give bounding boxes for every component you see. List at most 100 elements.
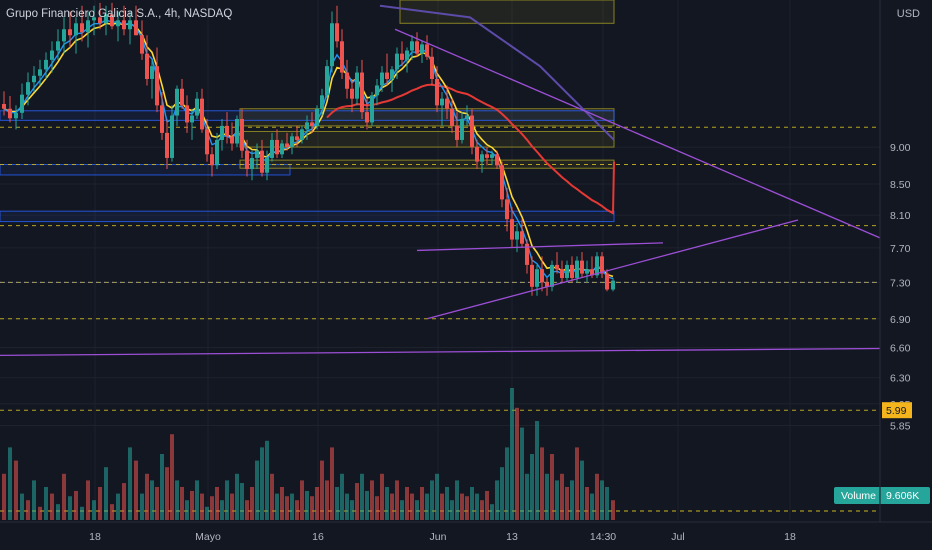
- time-axis[interactable]: 18 Mayo 16 Jun 13 14:30 Jul 18: [0, 521, 932, 550]
- time-tick-label[interactable]: 18: [89, 531, 101, 543]
- volume-bar: [575, 447, 579, 520]
- candle-body: [145, 53, 149, 79]
- volume-tag-name: Volume: [841, 490, 876, 502]
- time-tick-label[interactable]: 13: [506, 531, 518, 543]
- trendline[interactable]: [394, 28, 881, 239]
- volume-bar: [325, 480, 329, 520]
- volume-bar: [285, 496, 289, 520]
- trendlines[interactable]: [0, 28, 881, 357]
- trendline[interactable]: [426, 219, 799, 320]
- candle-body: [74, 23, 78, 36]
- volume-bar: [110, 504, 114, 520]
- volume-bar: [520, 427, 524, 520]
- price-tick-label[interactable]: 6.90: [890, 314, 911, 326]
- candle-body: [265, 157, 269, 173]
- volume-bar: [605, 487, 609, 520]
- volume-bar: [510, 388, 514, 520]
- volume-bar: [300, 480, 304, 520]
- candle-body: [545, 282, 549, 287]
- volume-bar: [380, 473, 384, 520]
- time-tick-label[interactable]: 14:30: [590, 531, 616, 543]
- trendline[interactable]: [0, 347, 881, 357]
- ema-slow-line: [326, 83, 615, 215]
- ema-mid-line: [3, 22, 614, 278]
- time-tick-label[interactable]: Jul: [671, 531, 684, 543]
- volume-bar: [265, 440, 269, 520]
- candle-body: [340, 41, 344, 73]
- candle-body: [425, 44, 429, 57]
- candle-body: [435, 78, 439, 106]
- candle-body: [470, 115, 474, 148]
- volume-bar: [585, 487, 589, 520]
- trendline[interactable]: [416, 242, 664, 252]
- volume-bar: [420, 487, 424, 520]
- candle-body: [605, 273, 609, 290]
- candle-body: [595, 256, 599, 276]
- volume-bar: [590, 493, 594, 520]
- volume-tag-background: [834, 487, 930, 504]
- price-axis[interactable]: 9.008.508.107.707.306.906.606.306.055.85…: [834, 0, 932, 550]
- time-tick-label[interactable]: Jun: [430, 531, 447, 543]
- candle-body: [445, 98, 449, 109]
- candle-body: [26, 82, 30, 95]
- volume-bar: [280, 487, 284, 520]
- volume-bar: [230, 493, 234, 520]
- volume-bar: [270, 473, 274, 520]
- volume-bar: [405, 487, 409, 520]
- volume-bar: [190, 490, 194, 520]
- volume-bar: [150, 480, 154, 520]
- volume-bar: [2, 473, 6, 520]
- candle-body: [600, 256, 604, 274]
- time-tick-label[interactable]: 16: [312, 531, 324, 543]
- volume-bar: [140, 493, 144, 520]
- candle-body: [185, 105, 189, 123]
- candle-body: [104, 14, 108, 24]
- candle-body: [200, 98, 204, 130]
- volume-bar: [540, 447, 544, 520]
- volume-bar: [385, 487, 389, 520]
- price-tick-label[interactable]: 5.85: [890, 420, 911, 432]
- price-tick-label[interactable]: 7.70: [890, 243, 911, 255]
- price-axis-background: [880, 0, 932, 550]
- price-tick-label[interactable]: 6.30: [890, 373, 911, 385]
- price-tick-label[interactable]: 8.50: [890, 179, 911, 191]
- volume-bar: [180, 487, 184, 520]
- volume-bar: [160, 454, 164, 520]
- candle-body: [290, 136, 294, 148]
- candle-body: [410, 41, 414, 51]
- candle-body: [62, 29, 66, 42]
- candle-body: [240, 118, 244, 151]
- volume-bar: [8, 447, 12, 520]
- volume-bar: [365, 490, 369, 520]
- volume-bar: [116, 493, 120, 520]
- candle-body: [515, 231, 519, 240]
- volume-bar: [205, 506, 209, 520]
- candle-body: [365, 112, 369, 123]
- price-tick-label[interactable]: 8.10: [890, 210, 911, 222]
- candle-body: [275, 139, 279, 155]
- price-tag-background: [882, 402, 912, 419]
- candle-body: [68, 29, 72, 36]
- candle-body: [2, 104, 6, 109]
- candle-body: [210, 154, 214, 166]
- candle-body: [128, 20, 132, 30]
- volume-bar: [400, 500, 404, 520]
- candle-body: [305, 122, 309, 130]
- price-tick-label[interactable]: 9.00: [890, 142, 911, 154]
- volume-bar: [555, 480, 559, 520]
- price-tick-label[interactable]: 6.60: [890, 343, 911, 355]
- candle-body: [255, 150, 259, 158]
- time-tick-label[interactable]: 18: [784, 531, 796, 543]
- volume-bar: [62, 473, 66, 520]
- volume-bar: [570, 480, 574, 520]
- time-tick-label[interactable]: Mayo: [195, 531, 221, 543]
- price-tick-label[interactable]: 7.30: [890, 277, 911, 289]
- volume-bar: [250, 487, 254, 520]
- candle-body: [220, 125, 224, 140]
- candle-body: [285, 143, 289, 148]
- volume-bar: [98, 487, 102, 520]
- candle-body: [175, 88, 179, 116]
- candle-body: [320, 95, 324, 109]
- volume-bar: [170, 434, 174, 520]
